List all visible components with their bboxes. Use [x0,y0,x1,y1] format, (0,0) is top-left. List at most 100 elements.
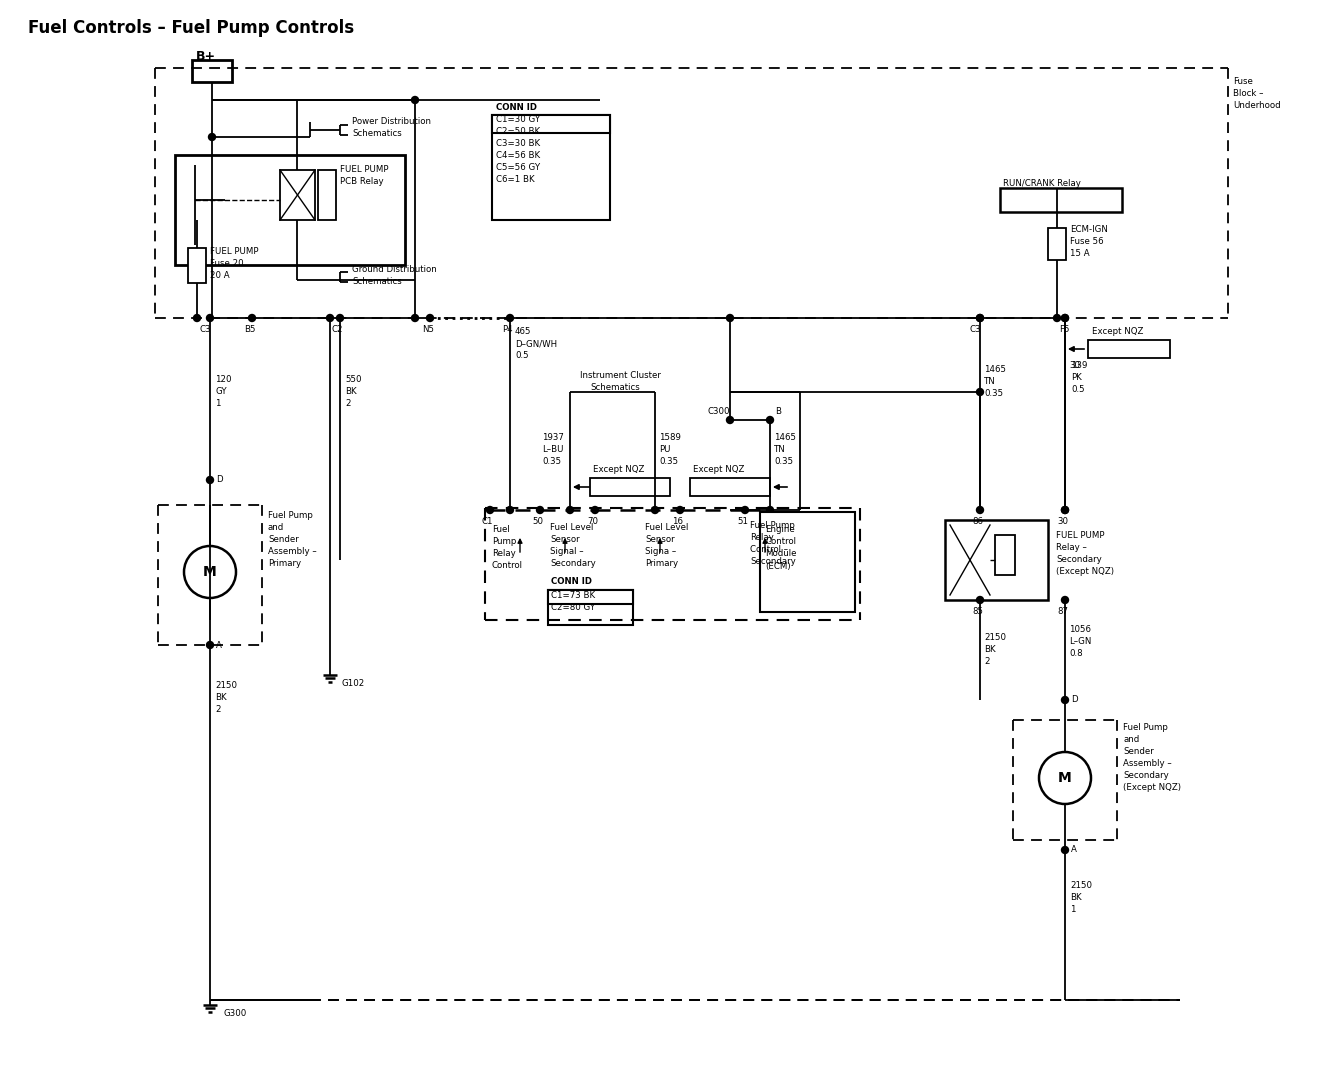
Text: 1589: 1589 [659,433,681,443]
Text: 1: 1 [215,400,220,408]
Circle shape [487,506,493,513]
Text: 0.5: 0.5 [515,352,528,360]
Text: A: A [216,640,222,650]
Text: 1056: 1056 [1068,625,1091,635]
Text: 0.5: 0.5 [1071,385,1085,393]
Text: 30: 30 [1068,360,1081,370]
Circle shape [742,506,749,513]
Text: C2: C2 [332,326,344,334]
Text: 1465: 1465 [774,433,796,443]
Bar [945,520,1048,600]
Text: Assembly –: Assembly – [1124,759,1172,769]
Text: Sender: Sender [267,535,298,544]
Text: C300: C300 [708,407,731,417]
Bar [492,115,610,133]
Circle shape [426,314,434,322]
Text: 2: 2 [345,400,351,408]
Text: 85: 85 [972,608,982,616]
Text: C1: C1 [482,518,493,526]
Text: CONN ID: CONN ID [496,103,538,111]
Circle shape [327,314,333,322]
Circle shape [727,314,734,322]
Text: Secondary: Secondary [550,560,595,568]
Bar [548,590,633,604]
Text: FUEL PUMP: FUEL PUMP [340,165,388,175]
Text: FUEL PUMP: FUEL PUMP [1056,531,1105,539]
Bar [995,535,1015,575]
Text: Power Distribution: Power Distribution [352,118,431,126]
Text: L–GN: L–GN [1068,638,1091,646]
Circle shape [536,506,543,513]
Text: Fuel: Fuel [492,525,509,535]
Circle shape [652,506,659,513]
Bar [188,248,206,283]
Text: 139: 139 [1071,360,1087,370]
Text: 1: 1 [1070,905,1075,913]
Circle shape [1062,596,1068,604]
Text: C1=30 GY: C1=30 GY [496,116,540,124]
Text: Relay: Relay [750,533,774,541]
Bar [548,590,633,625]
Text: PCB Relay: PCB Relay [340,178,383,187]
Text: Fuel Pump: Fuel Pump [750,521,794,530]
Circle shape [1039,751,1091,804]
Text: Relay –: Relay – [1056,542,1087,551]
Text: C5=56 GY: C5=56 GY [496,164,540,173]
Bar [192,60,233,81]
Circle shape [727,417,734,423]
Text: Pump: Pump [492,537,516,547]
Text: Engine: Engine [765,525,794,535]
Circle shape [207,314,214,322]
Text: 465: 465 [515,328,531,337]
Text: C2=50 BK: C2=50 BK [496,128,540,136]
Circle shape [207,641,214,649]
Circle shape [591,506,598,513]
Text: Instrument Cluster: Instrument Cluster [581,371,661,379]
Text: F5: F5 [1059,326,1070,334]
Text: 2: 2 [984,657,989,667]
Circle shape [507,506,513,513]
Bar [689,478,770,496]
Text: Ground Distribution: Ground Distribution [352,265,437,273]
Text: Secondary: Secondary [750,556,796,566]
Text: C4=56 BK: C4=56 BK [496,151,540,161]
Text: P4: P4 [503,326,512,334]
Text: C3: C3 [200,326,211,334]
Text: (ECM): (ECM) [765,562,790,570]
Text: Primary: Primary [267,559,301,567]
Text: M: M [1058,771,1073,785]
Text: Block –: Block – [1232,89,1263,99]
Bar [1048,228,1066,260]
Text: 0.35: 0.35 [984,389,1003,399]
Bar [1000,188,1122,212]
Text: Except NQZ: Except NQZ [593,465,644,475]
Text: Except NQZ: Except NQZ [694,465,745,475]
Text: Signa –: Signa – [645,548,676,556]
Circle shape [194,314,200,322]
Text: 16: 16 [672,518,683,526]
Circle shape [1062,847,1068,853]
Text: PK: PK [1071,372,1082,382]
Text: C3: C3 [970,326,981,334]
Text: 1465: 1465 [984,366,1007,374]
Text: C3=30 BK: C3=30 BK [496,139,540,149]
Text: GY: GY [215,387,227,397]
Circle shape [567,506,574,513]
Text: 0.35: 0.35 [659,458,679,466]
Circle shape [766,417,774,423]
Circle shape [411,96,418,104]
Circle shape [1062,697,1068,703]
Text: (Except NQZ): (Except NQZ) [1124,784,1181,792]
Text: Fuse 20: Fuse 20 [210,259,243,268]
Bar [759,512,855,612]
Circle shape [1062,506,1068,513]
Text: C1=73 BK: C1=73 BK [551,591,595,599]
Text: 2150: 2150 [1070,880,1091,890]
Text: 30: 30 [1056,518,1068,526]
Text: BK: BK [984,645,996,655]
Circle shape [1062,314,1068,322]
Circle shape [411,314,418,322]
Text: D: D [1071,696,1078,704]
Text: G300: G300 [224,1010,247,1018]
Bar [280,170,314,220]
